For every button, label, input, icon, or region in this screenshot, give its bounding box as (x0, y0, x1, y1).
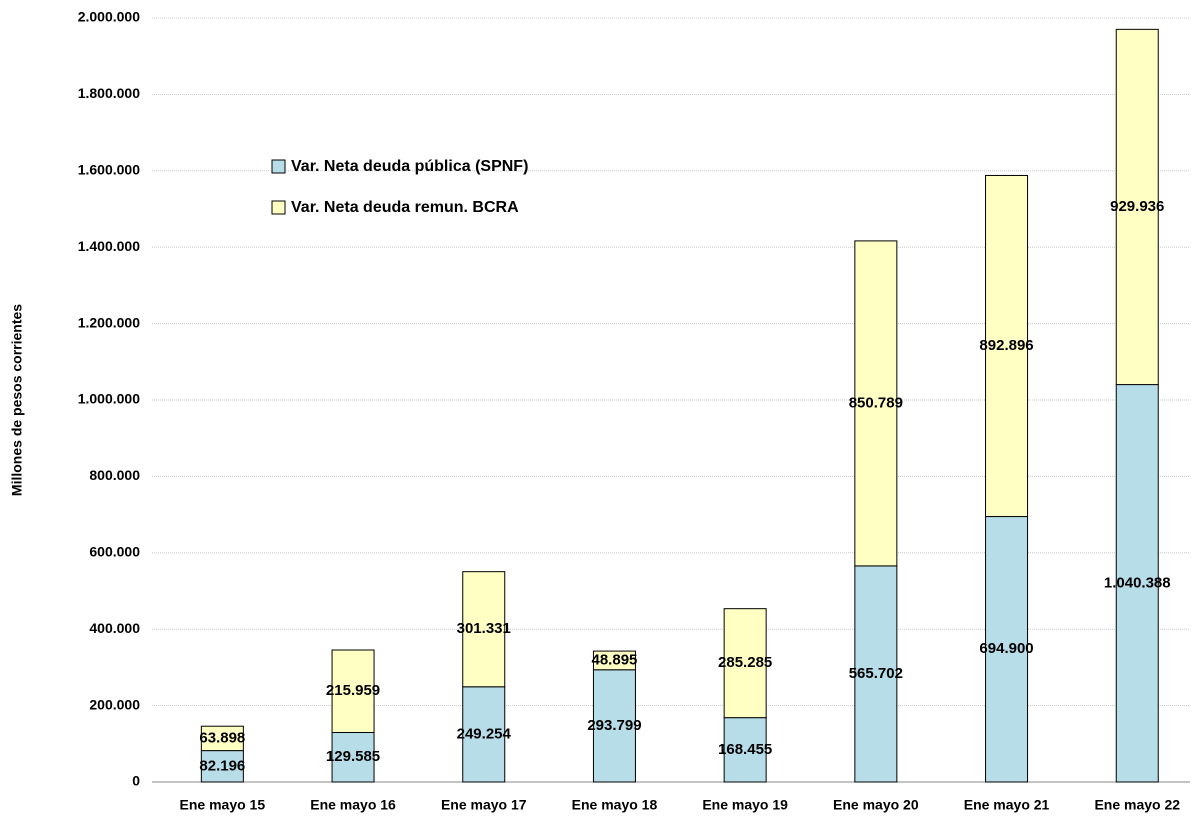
legend-swatch (271, 200, 286, 215)
value-label: 850.789 (849, 394, 903, 411)
value-label: 63.898 (199, 729, 245, 746)
bar-segment (854, 565, 898, 783)
value-label: 301.331 (457, 620, 511, 637)
x-tick-label: Ene mayo 20 (833, 797, 919, 813)
bar-segment (1115, 384, 1159, 783)
value-label: 293.799 (587, 717, 641, 734)
bar-segment (985, 516, 1029, 783)
y-tick-label: 1.000.000 (78, 391, 140, 407)
x-tick-label: Ene mayo 21 (964, 797, 1050, 813)
bar-segment (723, 717, 767, 783)
bar-segment (200, 725, 244, 752)
y-tick-label: 1.600.000 (78, 162, 140, 178)
y-axis-label: Millones de pesos corrientes (9, 304, 25, 496)
value-label: 892.896 (979, 337, 1033, 354)
value-label: 694.900 (979, 640, 1033, 657)
bar-segment (723, 608, 767, 719)
value-label: 285.285 (718, 654, 772, 671)
bar-segment (592, 650, 636, 671)
y-tick-label: 1.800.000 (78, 85, 140, 101)
y-tick-label: 600.000 (89, 544, 140, 560)
bar-segment (854, 240, 898, 567)
x-tick-label: Ene mayo 19 (702, 797, 788, 813)
y-tick-label: 200.000 (89, 696, 140, 712)
bar-segment (462, 686, 506, 783)
y-tick-label: 0 (132, 773, 140, 789)
x-tick-label: Ene mayo 18 (572, 797, 658, 813)
bar-segment (592, 669, 636, 783)
legend-label: Var. Neta deuda remun. BCRA (291, 199, 519, 216)
legend-label: Var. Neta deuda pública (SPNF) (291, 158, 528, 175)
value-label: 929.936 (1110, 198, 1164, 215)
value-label: 215.959 (326, 682, 380, 699)
y-tick-label: 800.000 (89, 467, 140, 483)
y-tick-label: 1.400.000 (78, 238, 140, 254)
bar-segment (200, 750, 244, 783)
bar-segment (985, 174, 1029, 518)
value-label: 565.702 (849, 665, 903, 682)
bar-segment (331, 649, 375, 733)
x-tick-label: Ene mayo 16 (310, 797, 396, 813)
value-label: 168.455 (718, 741, 772, 758)
y-tick-label: 1.200.000 (78, 314, 140, 330)
value-label: 129.585 (326, 748, 380, 765)
bar-segment (1115, 28, 1159, 386)
x-tick-label: Ene mayo 15 (180, 797, 266, 813)
value-label: 48.895 (592, 651, 638, 668)
value-label: 249.254 (457, 725, 512, 742)
x-tick-label: Ene mayo 22 (1094, 797, 1180, 813)
x-tick-label: Ene mayo 17 (441, 797, 527, 813)
value-label: 82.196 (199, 757, 245, 774)
legend-swatch (271, 159, 286, 174)
y-tick-label: 400.000 (89, 620, 140, 636)
value-label: 1.040.388 (1104, 574, 1171, 591)
bar-segment (462, 571, 506, 688)
y-tick-label: 2.000.000 (78, 9, 140, 25)
